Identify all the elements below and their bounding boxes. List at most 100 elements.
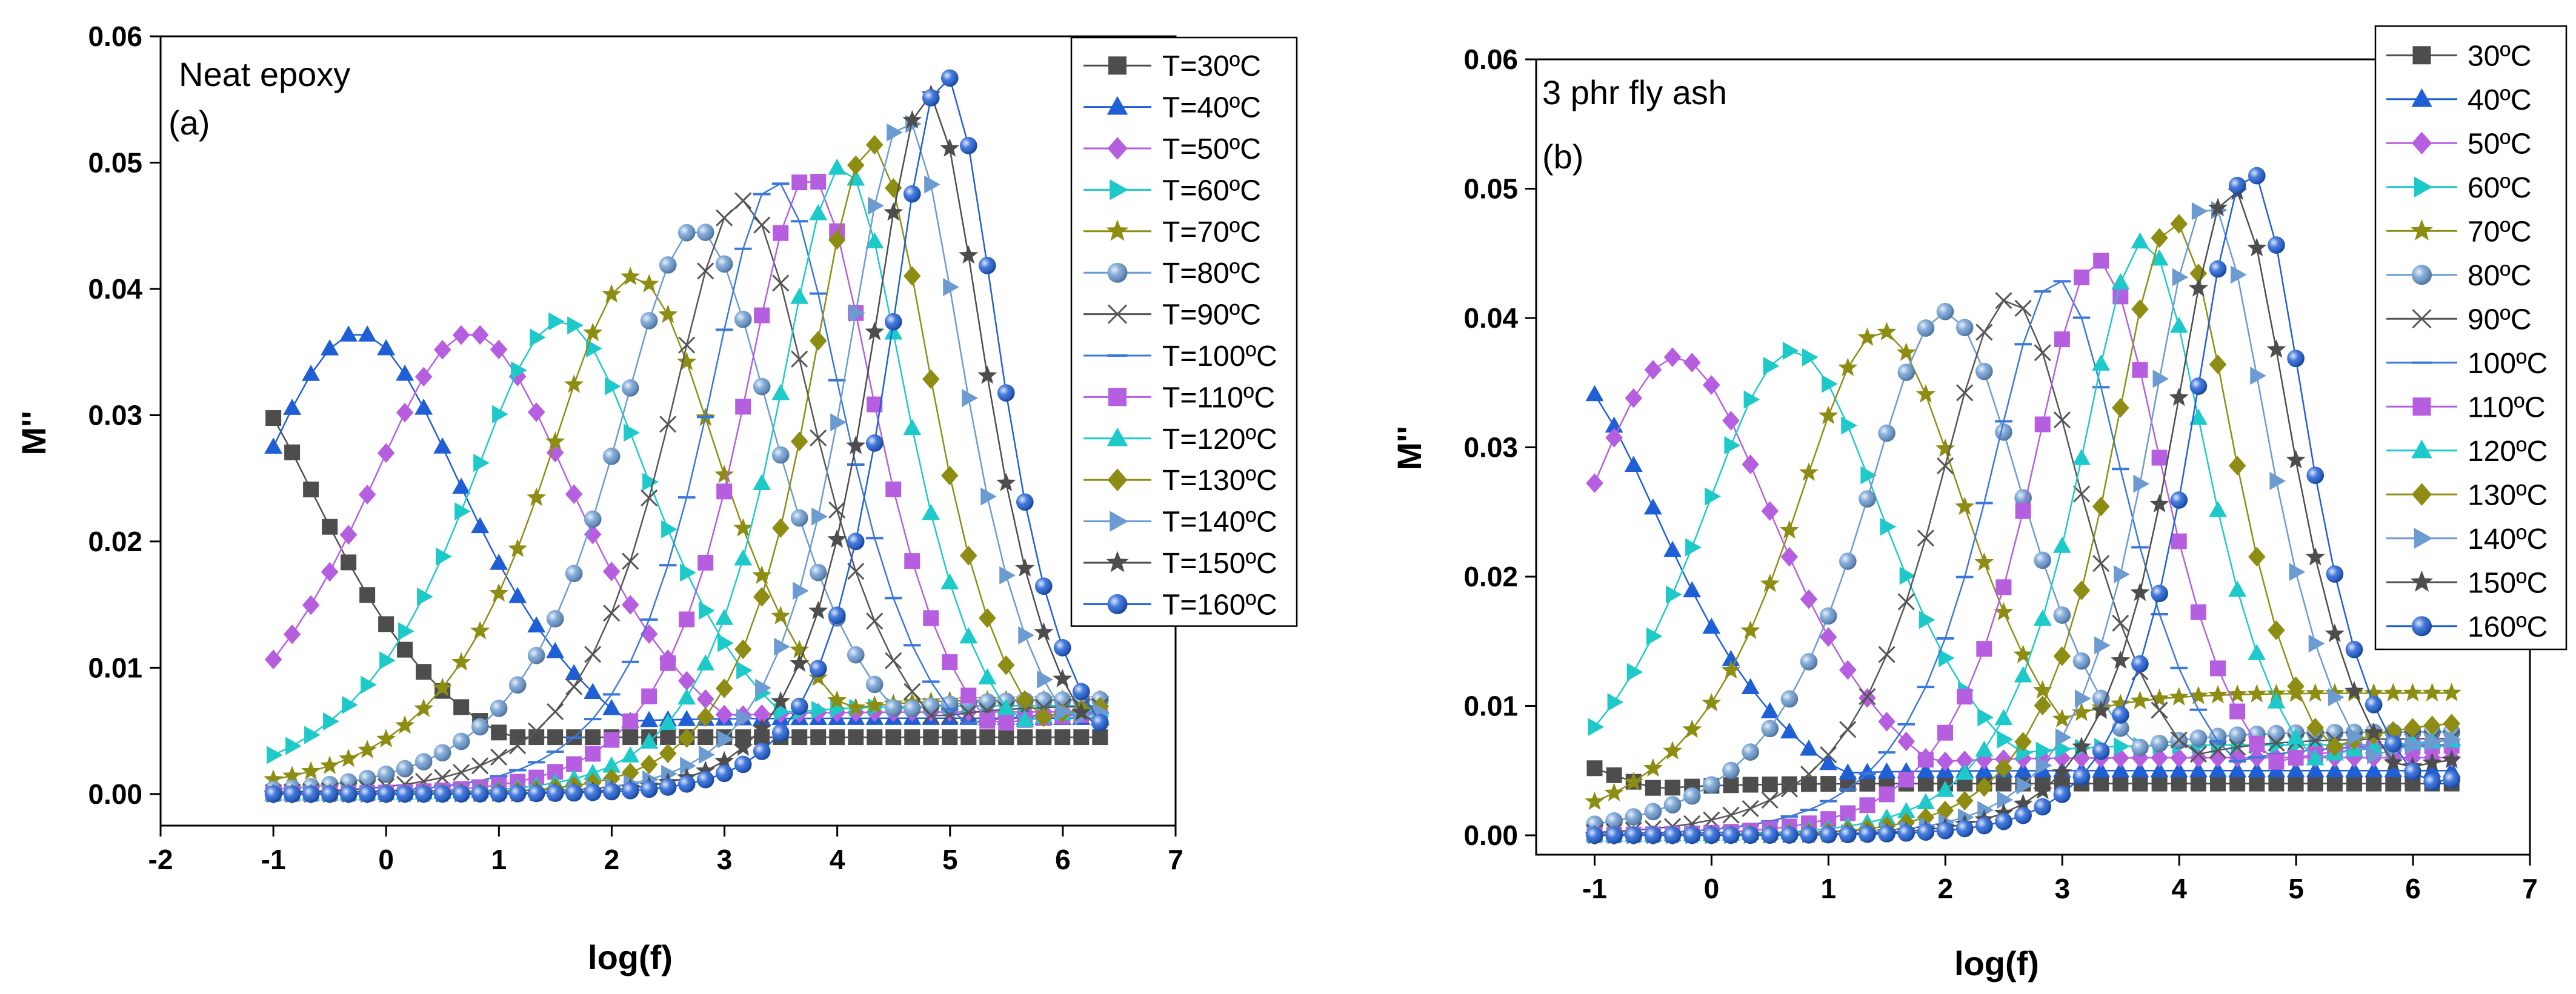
panel-a-series-140-point xyxy=(980,487,997,506)
panel-a-series-130-point xyxy=(734,639,752,660)
panel-b-series-80-point xyxy=(2092,689,2110,707)
panel-a-series-130-point xyxy=(828,230,846,250)
panel-b-series-140-point xyxy=(2269,472,2286,490)
panel-a-series-160-point xyxy=(847,532,865,551)
panel-a-series-80-point xyxy=(715,255,733,273)
legend-label: T=60ºC xyxy=(1162,174,1261,207)
panel-a-series-60-point xyxy=(605,377,621,396)
panel-b-series-60-point xyxy=(1646,627,1663,646)
panel-a-series-40-point xyxy=(321,339,339,356)
panel-b-x-tick-label: -1 xyxy=(1582,873,1607,904)
panel-a-series-70-point xyxy=(470,620,490,640)
panel-a-series-110-point xyxy=(697,554,714,571)
panel-a-series-130-point xyxy=(978,608,996,628)
panel-b-series-90-point xyxy=(1800,766,1818,783)
legend-label: 120ºC xyxy=(2468,436,2548,468)
legend-label: T=110ºC xyxy=(1162,382,1275,414)
panel-b-series-30-point xyxy=(2307,775,2323,792)
panel-b-series-70-point xyxy=(2032,680,2052,699)
panel-b-series-70-point xyxy=(2383,683,2403,701)
panel-b-series-110-point xyxy=(2268,754,2285,770)
panel-b-series-90-point xyxy=(2229,738,2246,756)
panel-b-series-140-point xyxy=(2191,202,2208,220)
panel-b-series-160-point xyxy=(1955,820,1974,838)
panel-b-series-80-point xyxy=(1955,319,1974,337)
legend-swatch-marker xyxy=(2412,483,2432,506)
panel-a-series-40-point xyxy=(264,437,283,454)
panel-a-series-150-point xyxy=(1015,558,1035,577)
panel-b-series-90-point xyxy=(2151,701,2168,719)
panel-b-series-40-point xyxy=(1800,739,1818,756)
panel-b-series-40-point xyxy=(1741,678,1760,694)
panel-a-series-80-point xyxy=(508,676,527,694)
panel-b-series-150-point xyxy=(2188,278,2208,297)
panel-a-series-70-point xyxy=(677,351,697,371)
panel-a-series-80-point xyxy=(677,224,696,242)
panel-a-series-80-point xyxy=(865,675,884,694)
panel-a-series-60-point xyxy=(586,339,602,358)
panel-b-series-160-point xyxy=(1800,826,1818,844)
panel-b-legend-item: 130ºC xyxy=(2386,479,2548,511)
panel-a-y-tick-label: 0.06 xyxy=(88,21,142,52)
panel-b-series-120-point xyxy=(2189,408,2208,425)
panel-a-series-160-point xyxy=(809,660,827,678)
panel-b-series-70-point xyxy=(1643,758,1663,777)
panel-a-series-60-point xyxy=(267,746,283,764)
panel-a-series-160-point xyxy=(302,785,320,803)
panel-b-series-150-point xyxy=(2383,752,2403,771)
panel-a-series-80-point xyxy=(753,377,771,396)
panel-a-series-160-point xyxy=(621,781,639,800)
panel-a-series-150-point xyxy=(865,322,885,340)
panel-a-series-160-point xyxy=(508,784,527,803)
panel-b-series-40-point xyxy=(2014,761,2032,778)
panel-b-series-150-point xyxy=(2052,762,2072,781)
panel-a-series-50-point xyxy=(396,402,414,423)
panel-a-series-140-point xyxy=(1056,702,1072,721)
panel-a-series-80-point xyxy=(433,744,451,762)
panel-a-series-50-point xyxy=(452,325,470,345)
panel-b-x-tick-label: 4 xyxy=(2171,873,2187,904)
panel-a-series-60-point xyxy=(717,634,734,652)
panel-a-series-80-point xyxy=(640,312,658,330)
panel-b-series-140-point xyxy=(2035,756,2052,775)
panel-b-series-160-point xyxy=(2014,806,2032,824)
panel-b-series-130-point xyxy=(2053,646,2071,666)
panel-b-y-tick-label: 0.05 xyxy=(1463,173,1518,204)
panel-a-series-80-point xyxy=(659,256,677,274)
panel-a-series-80-point xyxy=(809,563,827,581)
panel-b-series-80-point xyxy=(1839,552,1857,570)
panel-b-series-40-point xyxy=(1839,763,1857,780)
panel-b-series-80-point xyxy=(1936,303,1954,320)
panel-b-series-160-point xyxy=(2209,260,2227,278)
panel-b-series-160-point xyxy=(2287,350,2305,368)
panel-b-series-120-point xyxy=(1916,793,1935,809)
legend-swatch-marker xyxy=(1107,96,1128,115)
panel-b-series-160-point xyxy=(1936,821,1954,840)
panel-b-series-60-point xyxy=(1705,487,1721,506)
panel-a-series-30-point xyxy=(265,410,282,426)
legend-label: T=50ºC xyxy=(1162,133,1261,165)
legend-swatch-marker xyxy=(1106,551,1129,572)
panel-b-series-60-point xyxy=(1938,649,1955,668)
panel-a-series-90-point xyxy=(922,707,940,724)
panel-b-series-110-point xyxy=(2288,749,2304,766)
panel-b-series-90-point xyxy=(1995,292,2012,310)
panel-a-series-140-point xyxy=(999,566,1016,585)
panel-b-series-50 xyxy=(1586,347,2461,772)
panel-b-series-130-point xyxy=(2151,228,2168,248)
panel-a-series-80-point xyxy=(471,718,489,736)
panel-a-series-160-point xyxy=(696,770,714,789)
panel-a-series-150-point xyxy=(1053,669,1073,688)
panel-a-series-30-point xyxy=(867,729,883,746)
panel-b-series-60-point xyxy=(1626,663,1643,681)
panel-a-series-80-point xyxy=(452,732,470,750)
panel-b-series-60-point xyxy=(1860,466,1877,485)
panel-a-series-120-point xyxy=(884,323,903,340)
panel-a-series-60-point xyxy=(361,675,377,694)
panel-b-series-160-point xyxy=(2170,491,2188,509)
panel-b-series-150-point xyxy=(2344,681,2365,700)
panel-a-series-50-point xyxy=(433,340,451,360)
panel-b-series-110-point xyxy=(1898,772,1914,788)
panel-b-annotation: 3 phr fly ash xyxy=(1542,73,1727,111)
